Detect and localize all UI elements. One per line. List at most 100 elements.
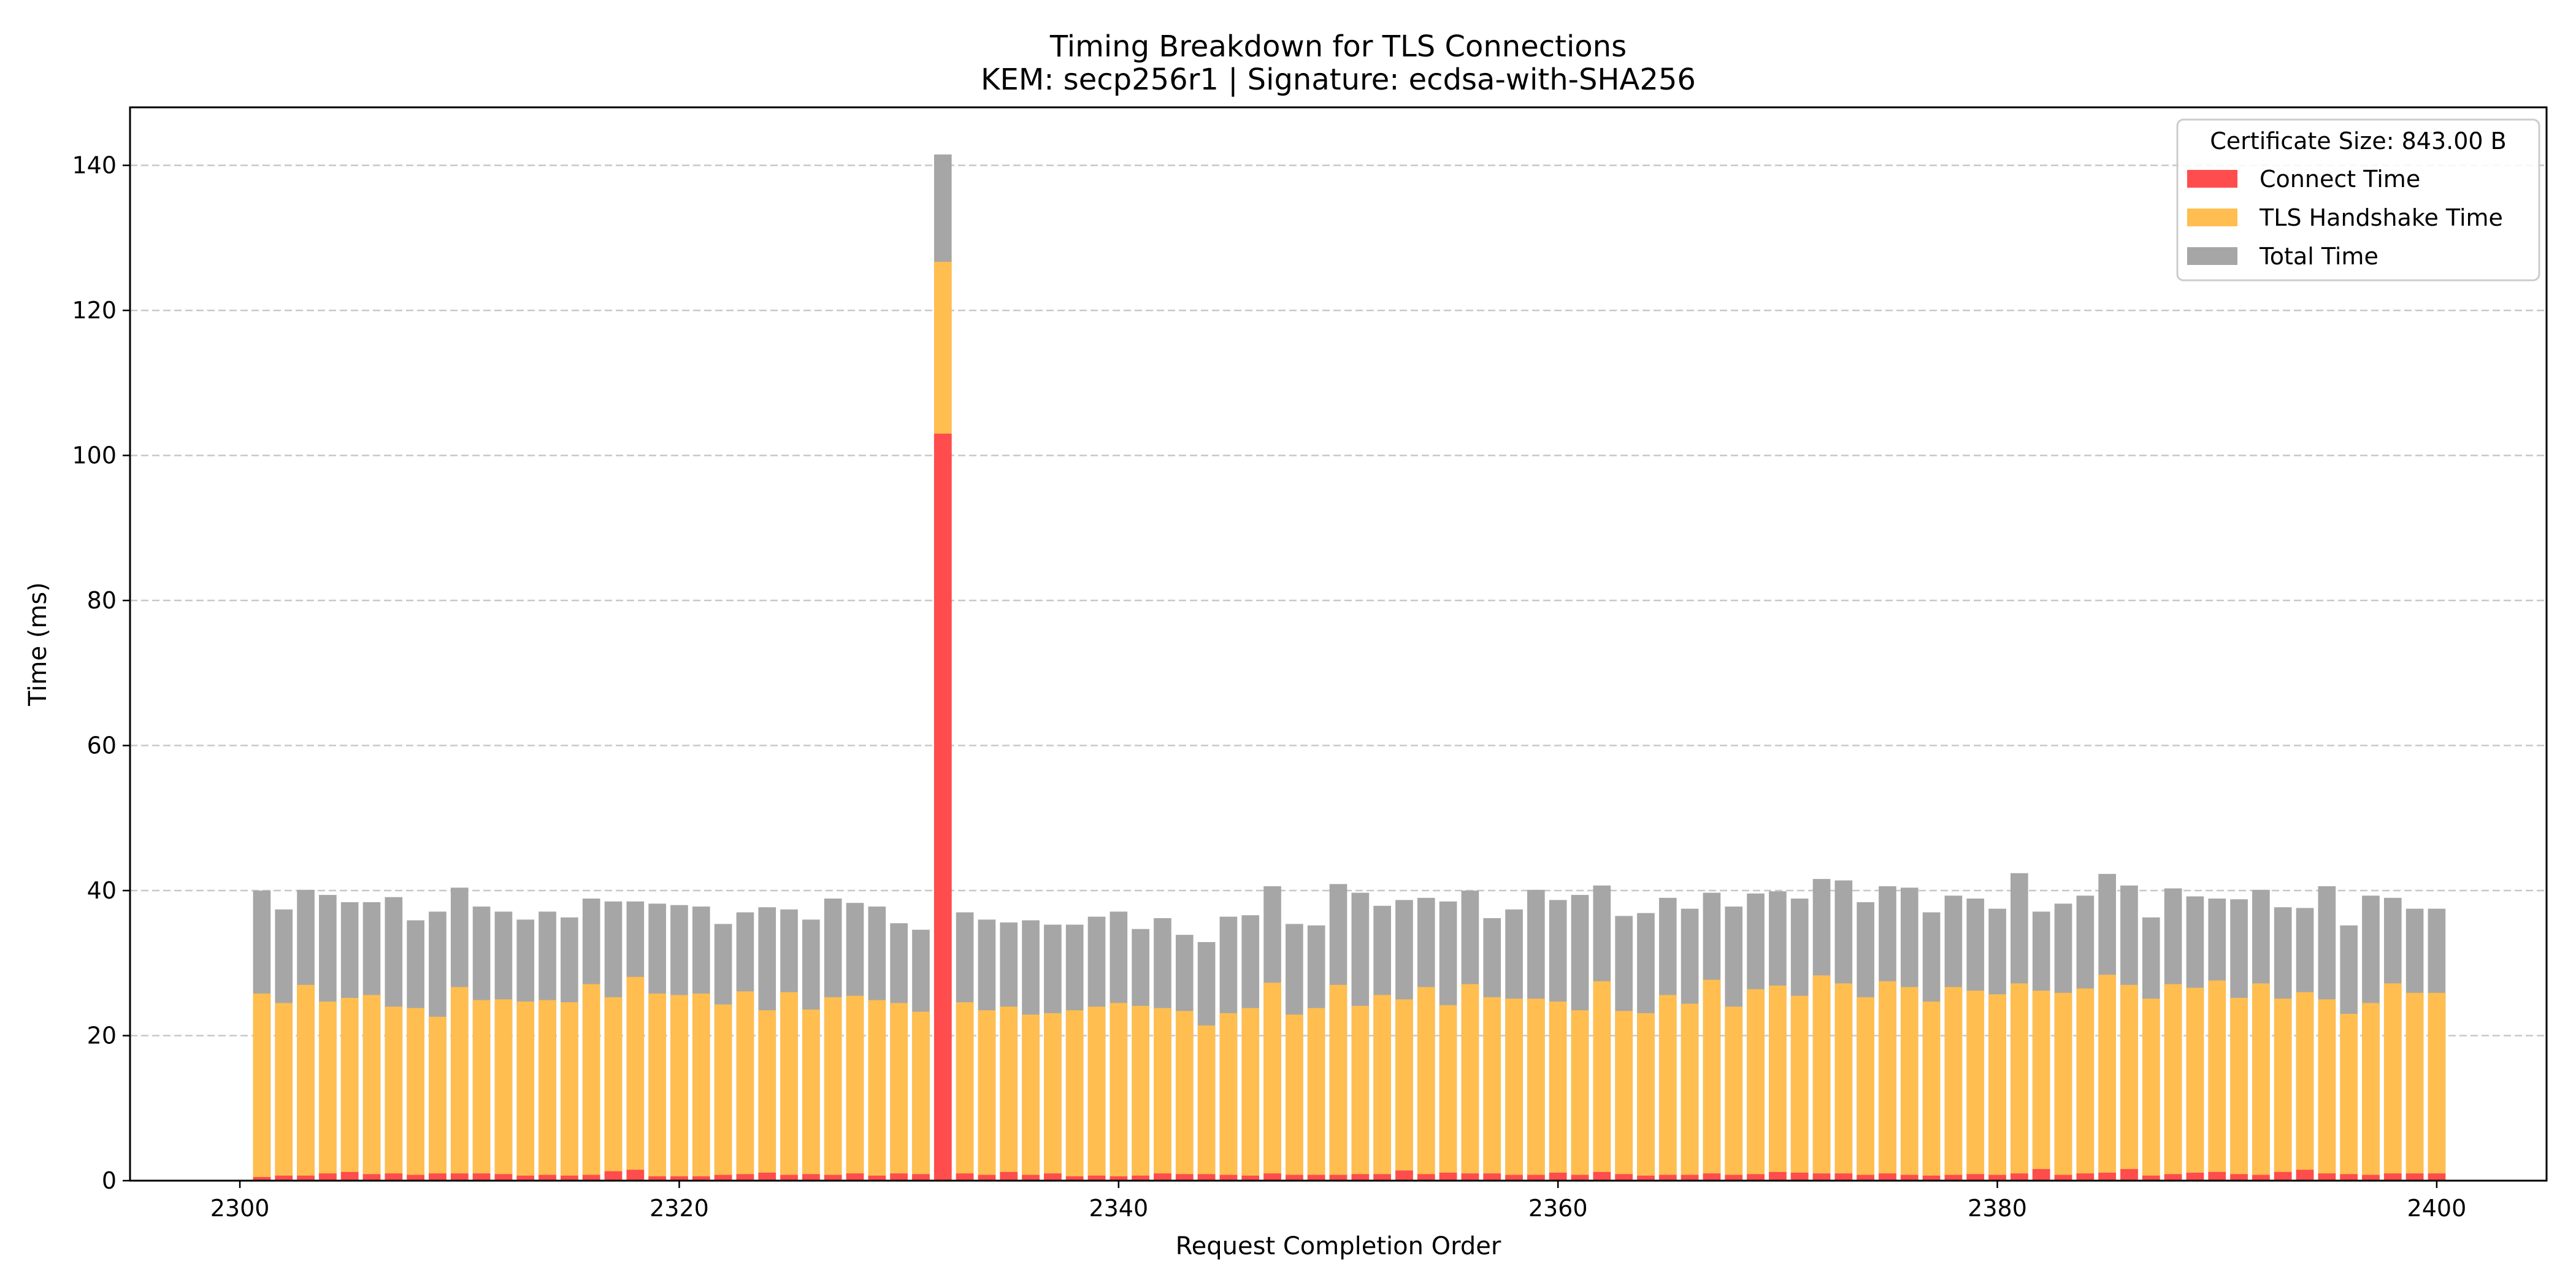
bar-handshake: [2340, 1014, 2358, 1181]
bar-handshake: [1241, 1008, 1260, 1181]
bar-handshake: [2164, 984, 2182, 1181]
bar-connect: [1769, 1171, 1787, 1181]
bar-connect: [1000, 1171, 1018, 1181]
bar-handshake: [253, 993, 271, 1181]
bar-connect: [1593, 1171, 1611, 1181]
bar-handshake: [429, 1016, 447, 1181]
bar-connect: [1219, 1175, 1238, 1181]
bar-connect: [1175, 1174, 1194, 1181]
bar-handshake: [2011, 983, 2028, 1181]
bar-connect: [561, 1175, 578, 1181]
bar-handshake: [340, 998, 359, 1181]
bar-handshake: [1329, 984, 1347, 1181]
x-tick-label: 2320: [650, 1195, 709, 1222]
bar-handshake: [648, 993, 666, 1181]
bar-handshake: [1175, 1011, 1194, 1181]
bar-handshake: [890, 1003, 908, 1181]
bar-handshake: [582, 984, 600, 1181]
y-tick-label: 80: [87, 587, 117, 614]
x-tick-label: 2400: [2407, 1195, 2467, 1222]
bar-handshake: [2120, 984, 2138, 1181]
bar-handshake: [1658, 995, 1677, 1181]
bar-handshake: [758, 1010, 776, 1181]
bar-handshake: [1725, 1006, 1743, 1181]
bar-connect: [604, 1171, 623, 1181]
bar-handshake: [2405, 992, 2424, 1181]
bar-handshake: [362, 995, 381, 1181]
bar-handshake: [385, 1006, 403, 1181]
bar-handshake: [802, 1009, 820, 1181]
bar-connect: [1966, 1174, 1985, 1181]
bar-connect: [2164, 1174, 2182, 1181]
bar-handshake: [1483, 997, 1501, 1181]
bar-connect: [824, 1175, 842, 1181]
bar-connect: [1681, 1175, 1699, 1181]
bar-handshake: [1922, 1001, 1941, 1181]
bar-connect: [2011, 1173, 2028, 1181]
bar-handshake: [561, 1002, 578, 1181]
bar-connect: [2186, 1172, 2204, 1181]
bar-connect: [1857, 1175, 1874, 1181]
bar-connect: [1065, 1176, 1084, 1181]
bar-connect: [1549, 1172, 1567, 1181]
bar-connect: [2383, 1173, 2402, 1181]
bar-connect: [648, 1176, 666, 1181]
bar-handshake: [1417, 987, 1435, 1181]
bar-handshake: [1812, 975, 1831, 1181]
bar-connect: [1615, 1174, 1633, 1181]
bar-connect: [1527, 1175, 1545, 1181]
bar-connect: [2032, 1169, 2050, 1181]
bar-handshake: [2054, 992, 2072, 1181]
bar-handshake: [2362, 1003, 2380, 1181]
bar-handshake: [2428, 992, 2446, 1181]
bar-connect: [2098, 1172, 2116, 1181]
bar-handshake: [1307, 1008, 1325, 1181]
axes: 0 20 40 60 80 100 120 140 2300 2320 2340 2360 2380 24…: [72, 152, 2466, 1222]
bar-connect: [2428, 1173, 2446, 1181]
bar-connect: [780, 1175, 798, 1181]
bar-handshake: [2032, 991, 2050, 1181]
bar-handshake: [1065, 1010, 1084, 1181]
legend-label-handshake: TLS Handshake Time: [2259, 204, 2503, 231]
bar-handshake: [494, 999, 513, 1181]
bar-handshake: [2076, 988, 2095, 1181]
bar-connect: [2296, 1170, 2314, 1181]
bar-connect: [1286, 1175, 1303, 1181]
bar-connect: [1417, 1174, 1435, 1181]
y-tick-label: 0: [102, 1167, 117, 1194]
bar-handshake: [2296, 992, 2314, 1181]
bar-connect: [494, 1174, 513, 1181]
bar-handshake: [780, 992, 798, 1181]
legend-swatch-handshake: [2187, 209, 2237, 226]
bar-handshake: [450, 987, 469, 1181]
bar-handshake: [1527, 999, 1545, 1181]
chart-title: Timing Breakdown for TLS Connections: [1049, 29, 1627, 64]
bar-connect: [1747, 1174, 1765, 1181]
bar-connect: [1241, 1175, 1260, 1181]
bar-connect: [1439, 1172, 1457, 1181]
bar-connect: [582, 1175, 600, 1181]
bar-handshake: [297, 984, 315, 1181]
bar-handshake: [1944, 987, 1963, 1181]
bar-connect: [1505, 1175, 1523, 1181]
bar-connect: [714, 1175, 732, 1181]
bar-handshake: [1197, 1025, 1216, 1181]
bar-handshake: [319, 1001, 337, 1181]
bar-connect: [912, 1174, 930, 1181]
bar-handshake: [1219, 1013, 1238, 1181]
bar-handshake: [1022, 1014, 1040, 1181]
bar-handshake: [1286, 1014, 1303, 1181]
bar-connect: [1263, 1173, 1281, 1181]
bar-connect: [1044, 1173, 1062, 1181]
bar-handshake: [956, 1002, 974, 1181]
bar-connect: [319, 1173, 337, 1181]
bar-connect: [2318, 1173, 2336, 1181]
bar-handshake: [1857, 997, 1874, 1181]
bar-connect: [1637, 1175, 1655, 1181]
plot-area-frame: [129, 106, 2548, 1182]
y-tick-label: 40: [87, 877, 117, 904]
bar-connect: [2340, 1174, 2358, 1181]
bar-handshake: [1790, 995, 1809, 1181]
bar-handshake: [846, 995, 864, 1181]
